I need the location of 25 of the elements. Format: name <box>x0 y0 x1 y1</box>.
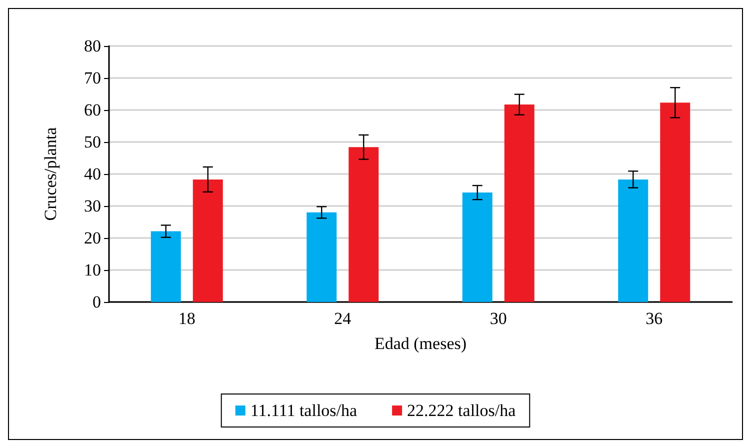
bar <box>348 147 379 302</box>
y-tick-label: 50 <box>84 132 101 152</box>
bar <box>660 102 690 302</box>
bar <box>618 179 648 302</box>
bar <box>462 192 492 302</box>
y-tick-label: 60 <box>84 100 101 120</box>
legend-label: 11.111 tallos/ha <box>250 401 358 420</box>
x-axis-title: Edad (meses) <box>374 334 467 353</box>
bar <box>306 212 337 302</box>
bar <box>150 231 181 302</box>
y-axis-title: Cruces/planta <box>41 126 60 221</box>
y-tick-label: 80 <box>84 36 101 56</box>
y-tick-label: 70 <box>84 68 101 88</box>
x-tick-label: 24 <box>334 309 352 328</box>
y-tick-label: 10 <box>84 260 101 280</box>
bar <box>504 104 534 302</box>
y-tick-label: 0 <box>92 292 101 312</box>
y-tick-label: 20 <box>84 228 101 248</box>
bar <box>192 179 223 302</box>
y-tick-label: 40 <box>84 164 101 184</box>
y-tick-label: 30 <box>84 196 101 216</box>
x-tick-label: 30 <box>490 309 507 328</box>
x-tick-label: 36 <box>646 309 663 328</box>
legend-label: 22.222 tallos/ha <box>407 401 516 420</box>
x-tick-label: 18 <box>178 309 196 328</box>
